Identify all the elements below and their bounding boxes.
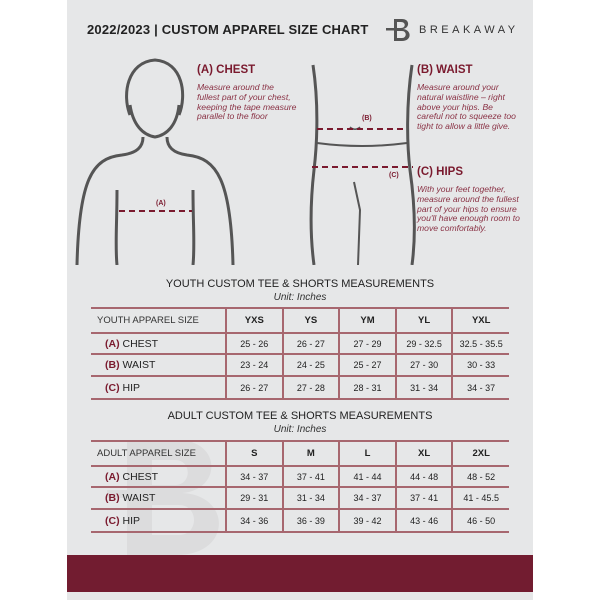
cell: 31 - 34 bbox=[281, 486, 340, 510]
header-cell: L bbox=[338, 440, 396, 467]
cell: 26 - 27 bbox=[225, 375, 283, 400]
lower-body-figure bbox=[309, 64, 416, 265]
table-row: (B) WAIST 23 - 24 24 - 25 25 - 27 27 - 3… bbox=[91, 353, 509, 377]
row-name: HIP bbox=[122, 381, 141, 394]
header-cell: YM bbox=[338, 307, 396, 334]
cell: 27 - 28 bbox=[281, 375, 340, 400]
header-cell: S bbox=[225, 440, 283, 467]
cell: 30 - 33 bbox=[451, 353, 509, 377]
table-row: (C) HIP 34 - 36 36 - 39 39 - 42 43 - 46 … bbox=[91, 508, 509, 533]
size-chart-page: 2022/2023 | CUSTOM APPAREL SIZE CHART BR… bbox=[67, 0, 533, 600]
table-row: (C) HIP 26 - 27 27 - 28 28 - 31 31 - 34 … bbox=[91, 375, 509, 400]
youth-size-table: YOUTH APPAREL SIZE YXS YS YM YL YXL (A) … bbox=[91, 307, 509, 400]
cell: 28 - 31 bbox=[338, 375, 396, 400]
cell: 25 - 26 bbox=[225, 332, 283, 355]
cell: 34 - 37 bbox=[338, 486, 396, 510]
row-code: (C) bbox=[105, 381, 120, 394]
cell: 34 - 37 bbox=[451, 375, 509, 400]
header-cell: 2XL bbox=[451, 440, 509, 467]
cell: 34 - 37 bbox=[225, 465, 283, 488]
waist-tag: (B) bbox=[362, 115, 372, 122]
waist-heading: (B) WAIST bbox=[417, 64, 473, 76]
chest-heading: (A) CHEST bbox=[197, 64, 256, 76]
cell: 29 - 32.5 bbox=[394, 332, 453, 355]
chest-tag: (A) bbox=[156, 200, 166, 207]
cell: 23 - 24 bbox=[225, 353, 283, 377]
row-label: (B) WAIST bbox=[91, 353, 226, 377]
cell: 48 - 52 bbox=[451, 465, 509, 488]
row-label: (C) HIP bbox=[91, 375, 226, 400]
cell: 44 - 48 bbox=[394, 465, 453, 488]
table-row: (B) WAIST 29 - 31 31 - 34 34 - 37 37 - 4… bbox=[91, 486, 509, 510]
footer-band bbox=[67, 555, 533, 592]
table-header-row: YOUTH APPAREL SIZE YXS YS YM YL YXL bbox=[91, 307, 509, 334]
youth-table-title: YOUTH CUSTOM TEE & SHORTS MEASUREMENTS bbox=[165, 278, 435, 290]
cell: 43 - 46 bbox=[394, 508, 453, 533]
header-cell: YL bbox=[394, 307, 453, 334]
table-header-row: ADULT APPAREL SIZE S M L XL 2XL bbox=[91, 440, 509, 467]
brand-logo-icon bbox=[386, 19, 410, 41]
header-cell: ADULT APPAREL SIZE bbox=[91, 440, 226, 467]
row-code: (A) bbox=[105, 470, 120, 483]
cell: 31 - 34 bbox=[394, 375, 453, 400]
header-cell: YOUTH APPAREL SIZE bbox=[91, 307, 226, 334]
header-cell: YXS bbox=[225, 307, 283, 334]
cell: 37 - 41 bbox=[281, 465, 340, 488]
cell: 32.5 - 35.5 bbox=[451, 332, 509, 355]
row-label: (B) WAIST bbox=[91, 486, 226, 510]
row-label: (A) CHEST bbox=[91, 465, 226, 488]
cell: 34 - 36 bbox=[225, 508, 283, 533]
row-name: CHEST bbox=[122, 470, 159, 483]
header-cell: XL bbox=[394, 440, 453, 467]
row-code: (B) bbox=[105, 359, 120, 371]
youth-unit: Unit: Inches bbox=[273, 292, 327, 303]
row-name: HIP bbox=[122, 514, 141, 527]
table-row: (A) CHEST 25 - 26 26 - 27 27 - 29 29 - 3… bbox=[91, 332, 509, 355]
cell: 41 - 45.5 bbox=[451, 486, 509, 510]
cell: 36 - 39 bbox=[281, 508, 340, 533]
cell: 41 - 44 bbox=[338, 465, 396, 488]
row-code: (B) bbox=[105, 492, 120, 504]
cell: 27 - 30 bbox=[394, 353, 453, 377]
cell: 29 - 31 bbox=[225, 486, 283, 510]
hips-heading: (C) HIPS bbox=[417, 166, 463, 178]
upper-body-figure bbox=[75, 58, 235, 265]
header-cell: M bbox=[281, 440, 340, 467]
waist-description: Measure around your natural waistline – … bbox=[417, 82, 516, 132]
header-cell: YXL bbox=[451, 307, 509, 334]
page-title: 2022/2023 | CUSTOM APPAREL SIZE CHART bbox=[87, 22, 369, 37]
adult-size-table: ADULT APPAREL SIZE S M L XL 2XL (A) CHES… bbox=[91, 440, 509, 533]
cell: 37 - 41 bbox=[394, 486, 453, 510]
brand-name: BREAKAWAY bbox=[419, 24, 519, 36]
row-label: (A) CHEST bbox=[91, 332, 226, 355]
cell: 27 - 29 bbox=[338, 332, 396, 355]
cell: 24 - 25 bbox=[281, 353, 340, 377]
adult-unit: Unit: Inches bbox=[273, 424, 327, 435]
row-name: CHEST bbox=[122, 337, 159, 350]
cell: 39 - 42 bbox=[338, 508, 396, 533]
row-label: (C) HIP bbox=[91, 508, 226, 533]
hips-description: With your feet together, measure around … bbox=[417, 184, 520, 234]
cell: 26 - 27 bbox=[281, 332, 340, 355]
body-figures bbox=[75, 58, 416, 265]
row-code: (A) bbox=[105, 337, 120, 350]
chest-description: Measure around the fullest part of your … bbox=[197, 82, 297, 122]
row-name: WAIST bbox=[122, 359, 156, 371]
header-cell: YS bbox=[281, 307, 340, 334]
hips-tag: (C) bbox=[389, 172, 399, 179]
row-code: (C) bbox=[105, 514, 120, 527]
adult-table-title: ADULT CUSTOM TEE & SHORTS MEASUREMENTS bbox=[167, 410, 433, 422]
table-row: (A) CHEST 34 - 37 37 - 41 41 - 44 44 - 4… bbox=[91, 465, 509, 488]
cell: 46 - 50 bbox=[451, 508, 509, 533]
row-name: WAIST bbox=[122, 492, 156, 504]
cell: 25 - 27 bbox=[338, 353, 396, 377]
